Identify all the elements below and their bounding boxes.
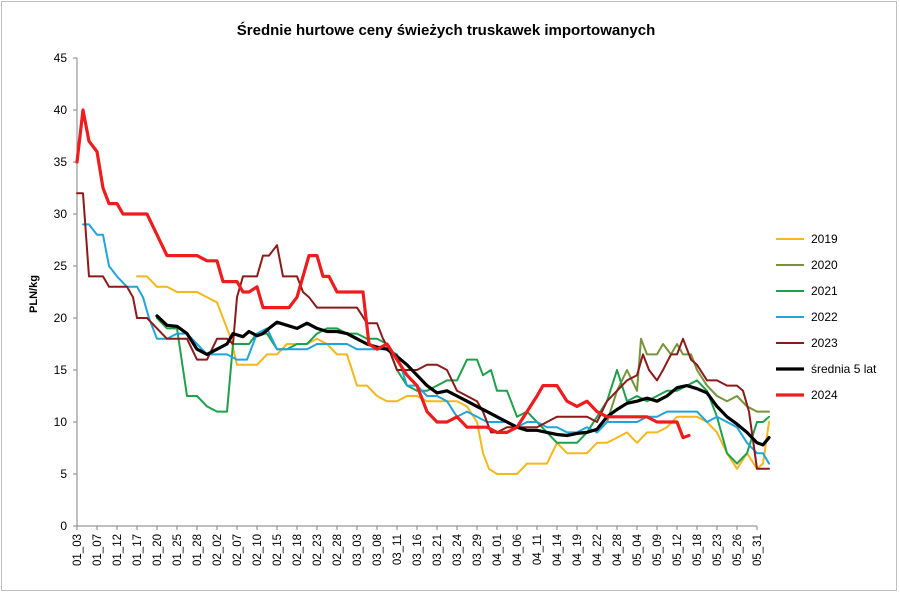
- x-tick-label: 02_28: [332, 534, 344, 566]
- x-axis-ticks: 01_03 01_07 01_12 01_17 01_20 01_25 01_28 02_02…: [72, 526, 764, 566]
- x-tick-label: 05_12: [672, 534, 684, 566]
- series-line-2019: [136, 275, 770, 475]
- y-tick-label: 40: [54, 103, 68, 117]
- x-tick-label: 04_28: [612, 534, 624, 566]
- x-tick-label: 01_25: [172, 534, 184, 566]
- x-tick-label: 04_19: [572, 534, 584, 566]
- x-tick-label: 03_03: [352, 534, 364, 566]
- x-tick-label: 04_01: [492, 534, 504, 566]
- y-tick-label: 10: [54, 415, 68, 429]
- legend-label: 2020: [811, 258, 838, 272]
- x-tick-label: 05_09: [652, 534, 664, 566]
- x-tick-label: 03_08: [372, 534, 384, 566]
- x-tick-label: 02_15: [272, 534, 284, 566]
- x-tick-label: 03_24: [452, 533, 464, 566]
- y-tick-label: 35: [54, 155, 68, 169]
- legend: 2019 2020 2021 2022 2023 średnia 5 lat 2024: [776, 232, 877, 402]
- series-line-2021: [156, 317, 770, 465]
- y-tick-label: 30: [54, 207, 68, 221]
- legend-label: 2019: [811, 232, 838, 246]
- x-tick-label: 02_10: [252, 534, 264, 566]
- x-tick-label: 05_26: [732, 534, 744, 566]
- y-tick-label: 45: [54, 51, 68, 65]
- x-tick-label: 02_02: [212, 534, 224, 566]
- series-line-2024: [75, 108, 691, 440]
- legend-label: 2024: [811, 388, 838, 402]
- x-tick-label: 05_23: [712, 534, 724, 566]
- x-tick-label: 03_16: [412, 534, 424, 566]
- series-line-średnia-5-lat: [155, 314, 771, 447]
- y-tick-label: 20: [54, 311, 68, 325]
- x-tick-label: 01_03: [72, 534, 84, 566]
- x-tick-label: 01_12: [112, 534, 124, 566]
- series-line-2023: [76, 192, 770, 470]
- x-tick-label: 01_20: [152, 534, 164, 566]
- x-tick-label: 01_07: [92, 534, 104, 566]
- x-tick-label: 04_11: [532, 534, 544, 565]
- y-tick-label: 15: [54, 363, 68, 377]
- x-tick-label: 05_31: [752, 534, 764, 566]
- legend-label: 2023: [811, 336, 838, 350]
- legend-label: 2022: [811, 310, 838, 324]
- y-tick-label: 0: [60, 519, 67, 533]
- x-tick-label: 03_21: [432, 534, 444, 566]
- x-tick-label: 02_23: [312, 534, 324, 566]
- x-tick-label: 05_04: [632, 533, 644, 566]
- y-tick-label: 5: [60, 467, 67, 481]
- legend-label: 2021: [811, 284, 838, 298]
- series-lines: [75, 108, 771, 475]
- x-tick-label: 02_07: [232, 534, 244, 566]
- x-tick-label: 04_22: [592, 534, 604, 566]
- chart-title: Średnie hurtowe ceny świeżych truskawek …: [237, 21, 655, 39]
- x-tick-label: 02_18: [292, 534, 304, 566]
- series-line-2020: [596, 337, 770, 434]
- y-axis-ticks: 0 5 10 15 20 25 30 35 40 45: [54, 51, 77, 533]
- x-tick-label: 01_17: [132, 534, 144, 566]
- x-tick-label: 04_06: [512, 534, 524, 566]
- x-tick-label: 01_28: [192, 534, 204, 566]
- x-tick-label: 05_18: [692, 534, 704, 566]
- y-axis-label: PLN/kg: [28, 275, 40, 313]
- x-tick-label: 03_29: [472, 534, 484, 566]
- x-tick-label: 04_14: [552, 533, 564, 566]
- legend-label: średnia 5 lat: [811, 362, 877, 376]
- y-tick-label: 25: [54, 259, 68, 273]
- x-tick-label: 03_11: [392, 534, 404, 565]
